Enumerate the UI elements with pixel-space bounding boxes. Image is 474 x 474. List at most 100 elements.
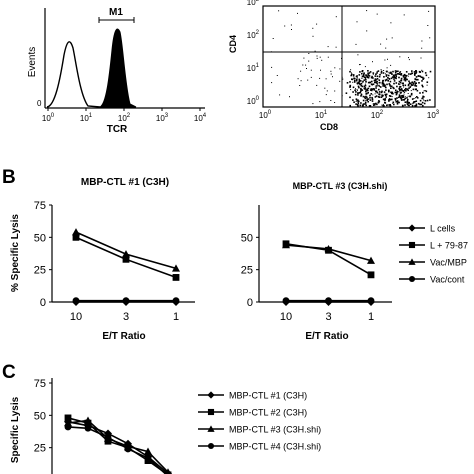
event-dot [404,97,406,100]
event-dot [385,75,388,77]
event-dot [371,80,373,83]
event-dot [390,91,392,94]
event-dot [358,78,361,81]
event-dot [376,75,379,78]
event-dot [365,95,367,98]
event-dot [370,76,373,79]
event-dot [376,82,378,85]
event-dot [398,94,401,96]
series-line [67,421,169,474]
event-dot [382,72,385,74]
event-dot [392,101,395,104]
event-dot [396,103,399,105]
event-dot [392,92,394,95]
event-dot [325,78,327,80]
event-dot [334,102,336,103]
event-dot [394,71,397,74]
event-dot [402,90,405,93]
data-point [122,250,130,258]
event-dot [408,57,409,59]
event-dot [423,96,425,98]
event-dot [349,70,351,73]
event-dot [314,50,316,52]
data-point [367,271,375,279]
event-dot [406,103,409,106]
event-dot [385,74,388,76]
event-dot [384,99,386,101]
event-dot [415,88,417,90]
event-dot [308,60,310,62]
data-point [172,297,180,305]
event-dot [319,56,321,58]
event-dot [393,80,396,82]
event-dot [419,92,421,94]
event-dot [364,66,366,68]
event-dot [376,71,378,73]
chart1-title: MBP-CTL #1 (C3H) [81,177,169,188]
event-dot [366,99,368,102]
event-dot [363,72,365,74]
event-dot [356,99,358,102]
event-dot [369,71,372,73]
event-dot [342,78,344,80]
data-point [122,255,130,263]
event-dot [362,95,365,98]
event-dot [403,86,405,88]
event-dot [365,93,367,95]
event-dot [341,76,343,78]
event-dot [400,96,402,99]
event-dot [415,78,418,81]
event-dot [404,79,407,82]
event-dot [408,73,410,75]
event-dot [405,71,408,73]
event-dot [400,88,403,91]
event-dot [426,99,429,102]
event-dot [384,59,386,61]
event-dot [365,79,367,81]
event-dot [300,80,302,82]
event-dot [421,69,423,71]
event-dot [316,84,318,86]
data-point [72,233,80,241]
event-dot [352,75,355,77]
event-dot [402,76,405,78]
dotplot-y-tick-label: 102 [247,30,260,40]
event-dot [372,94,374,96]
event-dot [417,75,420,77]
event-dot [326,90,328,92]
event-dot [388,100,390,102]
event-dot [355,79,358,82]
event-dot [378,79,381,81]
event-dot [355,100,357,102]
event-dot [408,80,410,83]
legend-label: MBP-CTL #1 (C3H) [229,391,307,401]
event-dot [383,91,386,93]
event-dot [360,82,363,85]
event-dot [325,94,327,96]
legend-label: L cells [430,224,456,234]
event-dot [356,78,358,81]
event-dot [402,84,404,87]
event-dot [359,71,361,73]
legend-marker [408,224,416,232]
event-dot [376,72,378,74]
event-dot [388,98,391,100]
dotplot-y-tick-label: 101 [247,63,260,73]
event-dot [380,69,382,71]
data-point [122,297,130,305]
event-dot [399,56,401,58]
event-dot [364,96,366,98]
histogram-x-ticks: 100 101 102 103 104 [42,108,207,123]
event-dot [363,76,366,79]
event-dot [376,13,378,15]
event-dot [398,83,400,85]
event-dot [362,103,365,105]
event-dot [411,105,414,107]
event-dot [365,78,367,79]
event-dot [299,85,301,86]
dotplot-frame [262,5,436,108]
data-point [144,447,152,455]
event-dot [401,96,404,99]
event-dot [394,70,397,72]
